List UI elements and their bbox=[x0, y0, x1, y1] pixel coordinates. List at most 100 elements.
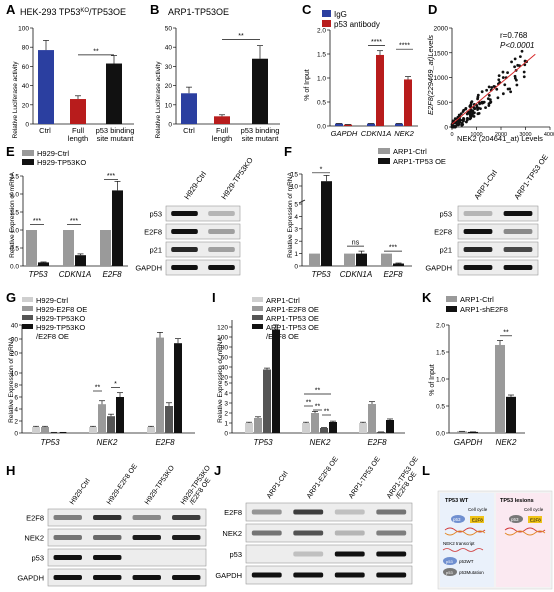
chart-d-xtick-label-3: 3000 bbox=[519, 132, 531, 138]
panel-letter-h: H bbox=[6, 463, 15, 478]
chart-d-ytick-label-3: 1500 bbox=[434, 50, 449, 57]
chart-c-cat-gapdh: GAPDH bbox=[331, 129, 358, 138]
chart-d-ytick-label-1: 500 bbox=[437, 100, 448, 107]
chart-f-ylabel: Relative Expression of mRNA bbox=[287, 172, 294, 258]
blot-f-band-0-1 bbox=[503, 211, 533, 216]
chart-c-ytick-label-0: 0.0 bbox=[317, 124, 326, 131]
schematic-l-left-title: TP53 WT bbox=[445, 498, 469, 504]
chart-g-cat-nek2: NEK2 bbox=[97, 438, 118, 447]
chart-g-legend: H929-Ctrl H929-E2F8 OE H929-TP53KO H929-… bbox=[22, 296, 87, 341]
blot-f-rowlabel-1: E2F8 bbox=[434, 228, 452, 237]
chart-i-bar-0-3 bbox=[272, 329, 280, 433]
chart-d-point bbox=[472, 114, 476, 118]
chart-f: 0 1 2 3 4 5 10 15 * ns *** bbox=[291, 166, 412, 271]
blot-e-band-0-0 bbox=[171, 211, 198, 216]
chart-d-r-value: r=0.768 bbox=[500, 31, 528, 40]
chart-g-bar-0-3 bbox=[59, 432, 67, 433]
chart-b-bar-1 bbox=[214, 116, 230, 124]
chart-d-point bbox=[466, 116, 469, 120]
blot-j-band-2-2 bbox=[334, 551, 365, 557]
blot-j-band-0-0 bbox=[251, 509, 282, 515]
blot-e-rowlabel-2: p21 bbox=[149, 246, 162, 255]
chart-d-point bbox=[506, 87, 510, 91]
chart-d-xtick-label-4: 4000 bbox=[544, 132, 554, 138]
schematic-l-p53-right bbox=[509, 515, 523, 523]
chart-k: 0.0 0.5 1.0 1.5 2.0 ** bbox=[436, 323, 525, 438]
blot-h-band-2-1 bbox=[93, 555, 122, 560]
chart-c-bar-gapdh-0 bbox=[335, 123, 343, 126]
schematic-l-dna-left-2 bbox=[444, 530, 486, 536]
chart-c-legend-p53: p53 antibody bbox=[334, 20, 380, 29]
blot-h-rowlabel-1: NEK2 bbox=[24, 534, 44, 543]
blot-e-col-0: H929-Ctrl bbox=[182, 169, 208, 201]
panel-letter-c: C bbox=[302, 2, 312, 17]
chart-d-point bbox=[487, 85, 491, 89]
chart-e-ytick-label-2: 1.0 bbox=[10, 228, 19, 235]
chart-d-point bbox=[497, 78, 501, 82]
chart-g-bar-1-2 bbox=[107, 416, 115, 433]
chart-i-ytick-label-8: 60 bbox=[221, 355, 229, 362]
chart-e-sig-2-label: *** bbox=[107, 173, 115, 180]
chart-d-xtick-label-2: 2000 bbox=[495, 132, 507, 138]
chart-i-cat-e2f8: E2F8 bbox=[367, 438, 387, 447]
chart-c-ytick-label-2: 1.0 bbox=[317, 76, 326, 83]
chart-d-point bbox=[501, 76, 505, 79]
chart-e-ytick-label-1: 0.5 bbox=[10, 246, 19, 253]
chart-a-cat-length: length bbox=[68, 134, 88, 143]
blot-j-band-1-2 bbox=[334, 530, 365, 536]
chart-e-cat-cdkn1a: CDKN1A bbox=[59, 270, 91, 279]
schematic-l-p53wt-symbol: p53 bbox=[446, 559, 453, 564]
chart-i-ylabel: Relative Expression of mRNA bbox=[217, 337, 224, 423]
chart-g-ytick-label-5: 10 bbox=[11, 371, 19, 378]
chart-f-ytick-label-3: 3 bbox=[294, 226, 298, 233]
blot-f-row-0 bbox=[457, 205, 539, 222]
blot-f-rowlabel-2: p21 bbox=[439, 246, 452, 255]
schematic-l-p53mut-symbol: p53 bbox=[446, 570, 453, 575]
chart-a-cat-p53bind: p53 binding bbox=[96, 126, 135, 135]
chart-k-bar-0-1 bbox=[468, 431, 478, 433]
chart-d-point bbox=[497, 74, 501, 78]
chart-a-ytick-label-1: 20 bbox=[22, 102, 30, 109]
chart-b-ytick-label-2: 20 bbox=[165, 83, 173, 90]
chart-d-point bbox=[465, 112, 469, 116]
blot-h-band-2-0 bbox=[53, 555, 82, 560]
chart-g-bar-0-2 bbox=[50, 432, 58, 433]
chart-e-bar-0-0 bbox=[26, 230, 37, 266]
blot-e: p53 E2F8 p21 GAPDH H929-Ctrl H929-TP53KO bbox=[135, 156, 255, 276]
chart-c-sig-cdkn1a-label: **** bbox=[371, 39, 382, 46]
blot-j-col-2: ARP1-TP53 OE bbox=[348, 455, 382, 500]
blot-h-row-0 bbox=[47, 508, 207, 527]
schematic-l: TP53 WT TP53 lesions Cell cycle Cell cyc… bbox=[437, 490, 553, 590]
chart-b-cat-length: length bbox=[212, 134, 232, 143]
chart-b-bar-2 bbox=[252, 58, 268, 124]
blot-h-band-0-3 bbox=[172, 515, 201, 520]
blot-e-rowlabel-3: GAPDH bbox=[135, 264, 162, 273]
chart-f-bar-0-1 bbox=[321, 181, 332, 266]
chart-k-ytick-label-2: 1.0 bbox=[436, 377, 445, 384]
blot-f-col-0: ARP1-Ctrl bbox=[472, 168, 499, 201]
blot-f-rowlabel-0: p53 bbox=[439, 210, 452, 219]
schematic-l-nek2-transcript: NEK2 transcript bbox=[443, 541, 475, 546]
chart-d-point bbox=[471, 111, 475, 114]
chart-g-ytick-label-4: 8 bbox=[14, 383, 18, 390]
chart-d-point bbox=[460, 121, 464, 125]
chart-i-bar-0-0 bbox=[245, 423, 253, 433]
chart-c-bar-cdkn1a-1 bbox=[376, 54, 384, 126]
blot-h-rowlabel-0: E2F8 bbox=[26, 514, 44, 523]
chart-d-point bbox=[501, 92, 505, 96]
chart-d-point bbox=[485, 88, 489, 92]
panel-letter-j: J bbox=[214, 463, 221, 478]
chart-i-ytick-label-7: 40 bbox=[221, 365, 229, 372]
chart-k-bar-1-0 bbox=[495, 344, 505, 433]
chart-g-ytick-label-7: 30 bbox=[11, 337, 19, 344]
chart-i-legend-swatch-0 bbox=[252, 297, 263, 302]
chart-a-sig-label: ** bbox=[93, 48, 99, 55]
chart-g-bar-2-1 bbox=[156, 337, 164, 433]
chart-d-point bbox=[457, 113, 461, 117]
blot-e-band-3-1 bbox=[208, 265, 235, 270]
chart-k-cat-nek2: NEK2 bbox=[496, 438, 517, 447]
chart-f-cat-cdkn1a: CDKN1A bbox=[340, 270, 372, 279]
chart-d-point bbox=[479, 107, 482, 111]
chart-i-legend-4: /E2F8 OE bbox=[266, 332, 299, 341]
